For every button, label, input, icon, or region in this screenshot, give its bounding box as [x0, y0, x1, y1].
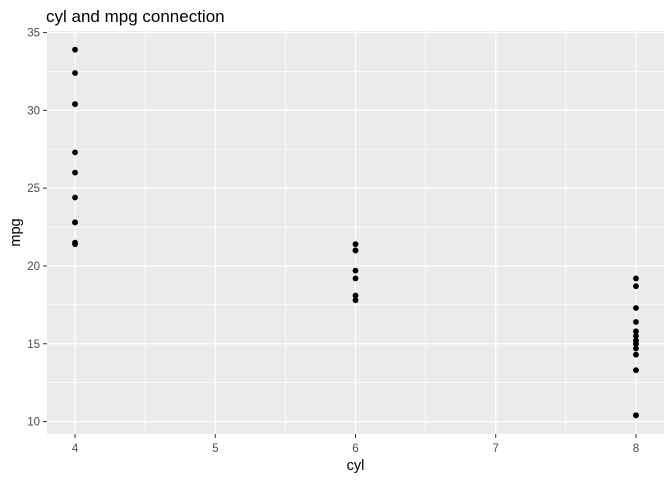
y-tick-label: 15: [27, 339, 40, 351]
x-axis-ticks: 4 5 6 7 8: [72, 434, 639, 455]
x-tick-label: 4: [72, 443, 79, 455]
chart-title: cyl and mpg connection: [46, 7, 225, 26]
data-point: [633, 283, 639, 290]
x-tick-label: 5: [212, 443, 218, 455]
data-point: [633, 412, 639, 419]
y-tick-label: 35: [27, 28, 40, 40]
data-point: [352, 247, 359, 254]
data-point: [633, 351, 639, 358]
x-axis-title: cyl: [347, 458, 365, 474]
y-axis-title: mpg: [8, 218, 24, 246]
data-point: [633, 328, 639, 335]
data-point: [72, 149, 78, 156]
data-point: [72, 70, 78, 76]
grid-major: [47, 31, 664, 434]
y-axis-ticks: 10 15 20 25 30 35: [27, 28, 47, 429]
data-point: [633, 305, 639, 311]
y-tick-label: 20: [27, 261, 40, 273]
data-points: [72, 46, 639, 419]
x-tick-label: 6: [352, 443, 358, 455]
data-point: [633, 345, 639, 352]
data-point: [352, 267, 359, 274]
data-point: [633, 340, 639, 347]
data-point: [72, 219, 78, 226]
data-point: [72, 241, 78, 248]
data-point: [72, 46, 78, 53]
data-point: [352, 241, 359, 248]
data-point: [352, 292, 359, 299]
y-tick-label: 25: [27, 183, 40, 195]
data-point: [72, 101, 78, 108]
data-point: [633, 319, 639, 325]
data-point: [352, 275, 359, 282]
x-tick-label: 8: [633, 443, 639, 455]
data-point: [352, 297, 359, 304]
y-tick-label: 30: [27, 105, 40, 117]
x-tick-label: 7: [493, 443, 499, 455]
data-point: [72, 194, 78, 201]
data-point: [633, 333, 639, 339]
y-tick-label: 10: [27, 417, 40, 429]
data-point: [72, 169, 78, 176]
data-point: [633, 367, 639, 374]
data-point: [633, 275, 639, 282]
